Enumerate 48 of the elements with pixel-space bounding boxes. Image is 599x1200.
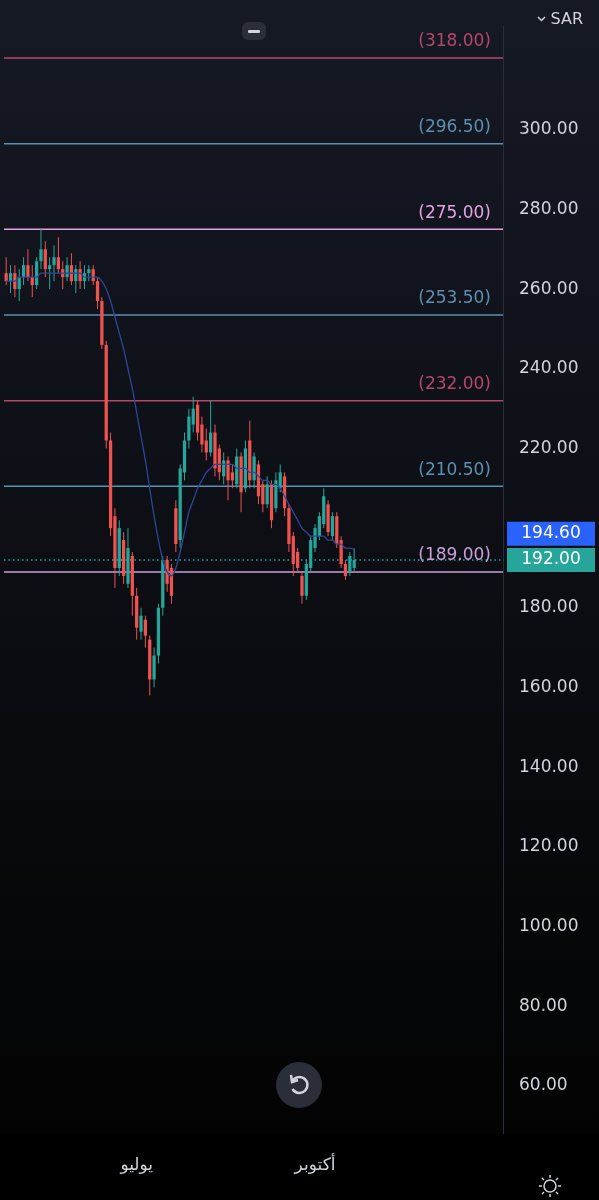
candlestick bbox=[187, 408, 191, 449]
candlestick bbox=[39, 228, 43, 270]
candlestick bbox=[43, 240, 47, 278]
candlestick bbox=[300, 571, 304, 605]
candlestick bbox=[13, 264, 17, 298]
candlestick bbox=[56, 236, 61, 274]
x-tick-label: أكتوبر bbox=[293, 1153, 336, 1175]
candlestick bbox=[226, 455, 230, 501]
candlestick bbox=[95, 276, 100, 310]
candlestick bbox=[52, 244, 56, 282]
candlestick bbox=[330, 511, 335, 541]
ref-line-label: 192.00 bbox=[521, 548, 581, 569]
candlestick bbox=[21, 256, 26, 286]
ref-line-label: (232.00) bbox=[418, 373, 491, 394]
candlestick bbox=[152, 647, 156, 688]
ref-line-label: (296.50) bbox=[418, 116, 491, 137]
ref-line-label: (318.00) bbox=[418, 30, 491, 51]
candlestick bbox=[252, 451, 256, 489]
y-tick-label: 120.00 bbox=[519, 835, 579, 856]
y-tick-label: 80.00 bbox=[519, 994, 568, 1015]
ref-line-label: (253.50) bbox=[418, 287, 491, 308]
ref-line-label: (210.50) bbox=[418, 458, 491, 479]
y-tick-label: 100.00 bbox=[519, 914, 579, 935]
y-axis-title: SAR bbox=[550, 9, 583, 28]
y-tick-label: 240.00 bbox=[519, 357, 579, 378]
y-tick-label: 300.00 bbox=[519, 118, 579, 139]
y-tick-label: 140.00 bbox=[519, 755, 579, 776]
text: 194.60 bbox=[521, 522, 581, 543]
candlestick bbox=[265, 475, 269, 509]
candlestick bbox=[139, 607, 143, 641]
y-tick-label: 60.00 bbox=[519, 1074, 568, 1095]
candlestick bbox=[204, 428, 208, 461]
candlestick bbox=[65, 256, 69, 282]
candlestick bbox=[78, 260, 82, 290]
candlestick bbox=[48, 256, 52, 290]
ref-line-label: (189.00) bbox=[418, 544, 491, 565]
y-tick-label: 280.00 bbox=[519, 197, 579, 218]
ref-line-label: (275.00) bbox=[418, 201, 491, 222]
y-tick-label: 180.00 bbox=[519, 596, 579, 617]
candlestick bbox=[230, 463, 235, 489]
x-tick-label: يوليو bbox=[119, 1154, 154, 1175]
candlestick bbox=[165, 555, 169, 593]
y-tick-label: 220.00 bbox=[519, 436, 579, 457]
candlestick bbox=[343, 559, 348, 581]
candlestick bbox=[143, 615, 148, 649]
y-tick-label: 160.00 bbox=[519, 675, 579, 696]
candlestick bbox=[26, 248, 30, 282]
y-tick-label: 260.00 bbox=[519, 277, 579, 298]
